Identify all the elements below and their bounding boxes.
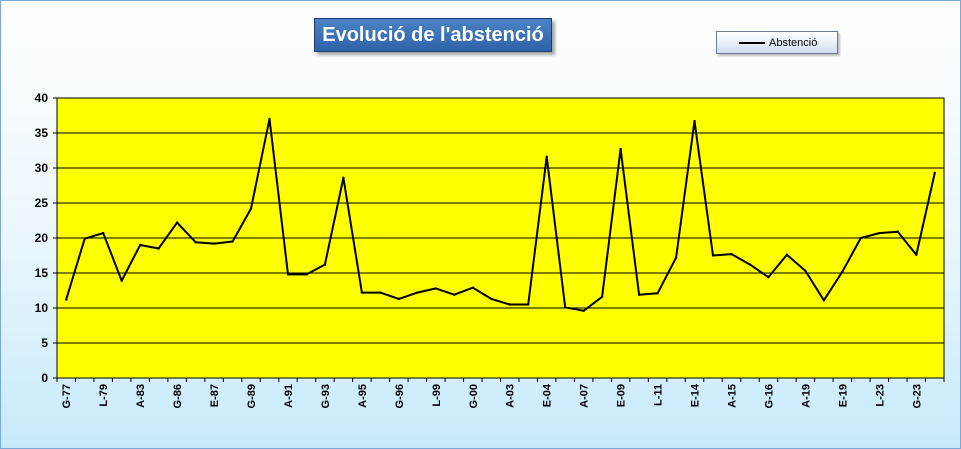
y-tick-label: 0 <box>41 371 48 385</box>
data-point <box>582 309 585 312</box>
x-tick-label: G-96 <box>394 384 406 408</box>
x-tick-label: A-91 <box>283 384 295 408</box>
x-tick-label: G-00 <box>468 384 480 408</box>
data-point <box>120 279 123 282</box>
series-line-abstencio <box>65 118 936 312</box>
data-point <box>305 273 308 276</box>
x-tick-label: E-09 <box>616 384 628 407</box>
data-point <box>453 293 456 296</box>
data-point <box>822 299 826 302</box>
data-point <box>286 273 290 276</box>
x-tick-label: G-86 <box>172 384 184 408</box>
x-tick-label: A-03 <box>505 384 517 408</box>
data-point <box>194 241 197 244</box>
data-point <box>397 297 401 301</box>
data-point <box>748 263 752 266</box>
y-tick-label: 35 <box>35 126 49 140</box>
data-point <box>563 306 567 309</box>
data-point <box>416 291 419 294</box>
y-tick-label: 20 <box>35 231 49 245</box>
data-point <box>915 253 918 256</box>
y-tick-label: 15 <box>35 266 49 280</box>
data-point <box>508 303 511 306</box>
data-point <box>83 237 86 240</box>
data-point <box>175 221 179 224</box>
x-tick-label: A-95 <box>357 384 369 408</box>
legend-line-swatch <box>739 41 765 44</box>
x-tick-label: E-14 <box>690 383 702 407</box>
y-tick-label: 40 <box>35 91 49 105</box>
x-tick-label: E-04 <box>542 383 554 407</box>
data-point <box>231 240 234 243</box>
y-tick-label: 5 <box>41 336 48 350</box>
legend-label: Abstenció <box>769 36 818 49</box>
x-tick-label: G-93 <box>320 384 332 408</box>
x-tick-label: L-23 <box>874 384 886 407</box>
x-tick-label: L-79 <box>98 384 110 407</box>
y-axis: 0 5 10 15 20 25 30 35 40 <box>35 91 57 385</box>
data-point <box>600 295 604 298</box>
gridlines <box>57 132 944 344</box>
data-point <box>490 297 493 301</box>
legend: Abstenció <box>716 31 838 54</box>
data-point <box>434 287 438 290</box>
data-point <box>471 286 474 289</box>
x-tick-label: E-19 <box>837 384 849 407</box>
x-tick-label: A-07 <box>579 384 591 408</box>
data-point <box>379 291 382 294</box>
data-point <box>859 236 863 240</box>
data-point <box>693 119 696 123</box>
data-point <box>933 171 936 175</box>
data-point <box>619 147 622 151</box>
data-point <box>767 276 770 279</box>
data-point <box>637 293 641 296</box>
data-point <box>268 117 271 121</box>
data-point <box>65 298 68 301</box>
y-tick-label: 25 <box>35 196 49 210</box>
data-point <box>785 253 789 256</box>
x-tick-label: G-23 <box>911 384 923 408</box>
data-point <box>360 291 364 294</box>
x-tick-label: G-89 <box>246 384 258 408</box>
x-axis: G-77 L-79 A-83 G-86 E-87 G-89 A-91 G-93 A-95 G-96… <box>56 378 945 408</box>
x-tick-label: E-87 <box>209 384 221 407</box>
data-point <box>878 231 881 235</box>
data-point <box>674 256 678 259</box>
data-point <box>527 303 530 306</box>
data-point <box>212 242 216 245</box>
data-point <box>730 252 733 256</box>
data-point <box>249 207 253 210</box>
data-point <box>656 292 659 295</box>
chart-title: Evolució de l'abstenció <box>314 18 552 52</box>
x-tick-label: A-15 <box>726 384 738 408</box>
data-point <box>545 155 548 158</box>
data-point <box>804 269 807 273</box>
y-tick-label: 30 <box>35 161 49 175</box>
x-tick-label: L-11 <box>653 384 665 406</box>
x-tick-label: L-99 <box>431 384 443 407</box>
data-point <box>323 263 327 266</box>
y-tick-label: 10 <box>35 301 49 315</box>
data-point <box>157 247 160 250</box>
x-tick-label: A-83 <box>135 384 147 408</box>
data-point <box>711 254 715 257</box>
series-layer <box>65 117 936 312</box>
x-tick-label: G-77 <box>61 384 73 408</box>
x-tick-label: G-16 <box>763 384 775 408</box>
data-point <box>342 176 345 179</box>
data-point <box>896 230 900 233</box>
data-point <box>138 243 142 247</box>
data-point <box>841 270 844 273</box>
data-point <box>101 231 105 235</box>
x-tick-label: A-19 <box>800 384 812 408</box>
